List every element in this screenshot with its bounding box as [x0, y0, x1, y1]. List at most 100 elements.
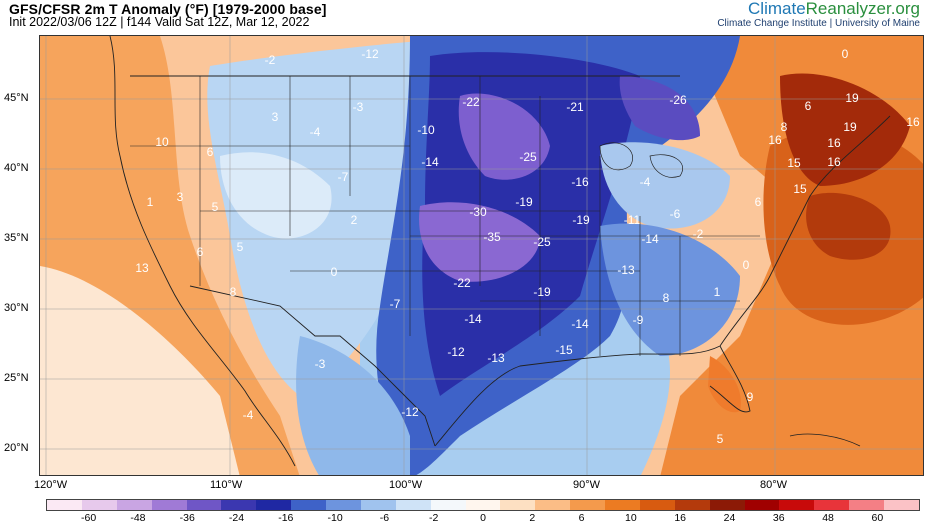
- colorbar-segment: [744, 500, 780, 510]
- colorbar-label: 0: [480, 512, 486, 524]
- anomaly-value-label: -14: [421, 155, 439, 169]
- rockies-neutral: [220, 152, 332, 239]
- colorbar-segment: [151, 500, 187, 510]
- brand-part-1: Climate: [748, 0, 806, 18]
- colorbar-segment: [186, 500, 222, 510]
- great-lakes-cool-region: [600, 142, 730, 229]
- anomaly-value-label: 9: [747, 390, 754, 404]
- anomaly-value-label: -19: [533, 285, 551, 299]
- colorbar: [46, 499, 920, 511]
- graticule: [40, 36, 923, 475]
- anomaly-value-label: 0: [842, 47, 849, 61]
- anomaly-value-label: 5: [237, 240, 244, 254]
- lon-label-110: 110°W: [210, 479, 243, 491]
- anomaly-value-label: 13: [135, 261, 149, 275]
- colorbar-label: 24: [723, 512, 736, 524]
- lon-label-80: 80°W: [760, 479, 788, 491]
- anomaly-value-label: -30: [469, 205, 487, 219]
- colorbar-segment: [221, 500, 257, 510]
- anomaly-value-label: -14: [571, 317, 589, 331]
- anomaly-value-label: -22: [453, 276, 471, 290]
- anomaly-value-label: 16: [768, 133, 782, 147]
- colorbar-segment: [570, 500, 605, 510]
- colorbar-segment: [674, 500, 710, 510]
- colorbar-segment: [779, 500, 815, 510]
- anomaly-value-label: -2: [693, 227, 704, 241]
- west-coastline: [109, 36, 296, 467]
- anomaly-value-label: -2: [265, 53, 276, 67]
- colorbar-segment: [116, 500, 152, 510]
- boundaries: [109, 36, 891, 467]
- anomaly-value-label: 2: [351, 213, 358, 227]
- colorbar-label: 2: [529, 512, 536, 524]
- colorbar-segment: [291, 500, 326, 510]
- canada-extreme-cold: [619, 76, 700, 141]
- anomaly-value-label: -21: [566, 100, 584, 114]
- colorbar-label: 16: [674, 512, 687, 524]
- anomaly-value-label: -13: [617, 263, 635, 277]
- anomaly-value-label: 1: [714, 285, 721, 299]
- colorbar-label: -2: [429, 512, 439, 524]
- colorbar-segment: [814, 500, 850, 510]
- colorbar-label: -6: [379, 512, 390, 524]
- anomaly-value-label: 5: [717, 432, 724, 446]
- anomaly-value-label: 3: [177, 190, 184, 204]
- anomaly-value-label: -10: [417, 123, 435, 137]
- anomaly-value-label: 6: [197, 245, 204, 259]
- colorbar-label: -48: [130, 512, 146, 524]
- mexico-border: [189, 285, 436, 447]
- anomaly-value-label: 8: [230, 285, 237, 299]
- colorbar-segment: [639, 500, 675, 510]
- anomaly-value-label: -6: [670, 207, 681, 221]
- anomaly-value-label: -11: [624, 213, 641, 227]
- colorbar-label: 60: [871, 512, 884, 524]
- atlantic-hotspot: [806, 192, 891, 260]
- anomaly-value-label: -9: [633, 313, 644, 327]
- lon-label-90: 90°W: [573, 479, 601, 491]
- lon-label-100: 100°W: [389, 479, 423, 491]
- brand-part-2: Reanalyzer.org: [805, 0, 920, 18]
- colorbar-segment: [47, 500, 82, 510]
- anomaly-value-label: -16: [571, 175, 589, 189]
- florida-coast: [709, 345, 751, 413]
- colorbar-label: 48: [822, 512, 834, 524]
- anomaly-value-label: -25: [519, 150, 537, 164]
- colorbar-segment: [849, 500, 884, 510]
- anomaly-value-label: -15: [555, 343, 573, 357]
- anomaly-value-label: 15: [793, 182, 807, 196]
- anomaly-value-label: 19: [845, 91, 859, 105]
- anomaly-value-label: -7: [390, 297, 401, 311]
- anomaly-value-label: -4: [310, 125, 321, 139]
- brand-logo[interactable]: ClimateReanalyzer.org: [748, 0, 920, 19]
- anomaly-value-label: -12: [401, 405, 419, 419]
- anomaly-value-label: -14: [641, 232, 659, 246]
- lat-label-25: 25°N: [4, 372, 29, 384]
- lat-label-35: 35°N: [4, 232, 29, 244]
- plains-extreme-cold: [419, 202, 540, 282]
- anomaly-value-label: 8: [781, 120, 788, 134]
- anomaly-value-label: 19: [843, 120, 857, 134]
- upper-midwest-extreme-cold: [458, 93, 550, 180]
- map-subtitle: Init 2022/03/06 12Z | f144 Valid Sat 12Z…: [9, 15, 310, 29]
- anomaly-value-label: 8: [663, 291, 670, 305]
- anomaly-value-label: -13: [487, 351, 505, 365]
- anomaly-map: -12 -2 -3 3 10 6 3 -4 5 1 5 -7 6 13 0 2 -3 8 -4 -12 -22 -10 -1…: [39, 35, 924, 476]
- anomaly-value-label: -12: [447, 345, 465, 359]
- great-lakes: [599, 142, 683, 178]
- lat-label-30: 30°N: [4, 302, 29, 314]
- colorbar-segment: [465, 500, 501, 510]
- anomaly-value-label: -35: [483, 230, 501, 244]
- anomaly-value-label: -19: [572, 213, 590, 227]
- southeast-cool-region: [600, 223, 740, 356]
- anomaly-value-label: -22: [462, 95, 480, 109]
- anomaly-value-label: -3: [353, 100, 364, 114]
- lat-label-45: 45°N: [4, 92, 29, 104]
- anomaly-value-label: -12: [361, 47, 379, 61]
- colorbar-label: 36: [772, 512, 785, 524]
- colorbar-label: -24: [228, 512, 245, 524]
- colorbar-label: 6: [578, 512, 585, 524]
- colorbar-label: -36: [179, 512, 195, 524]
- colorbar-segment: [256, 500, 292, 510]
- colorbar-label: -10: [327, 512, 343, 524]
